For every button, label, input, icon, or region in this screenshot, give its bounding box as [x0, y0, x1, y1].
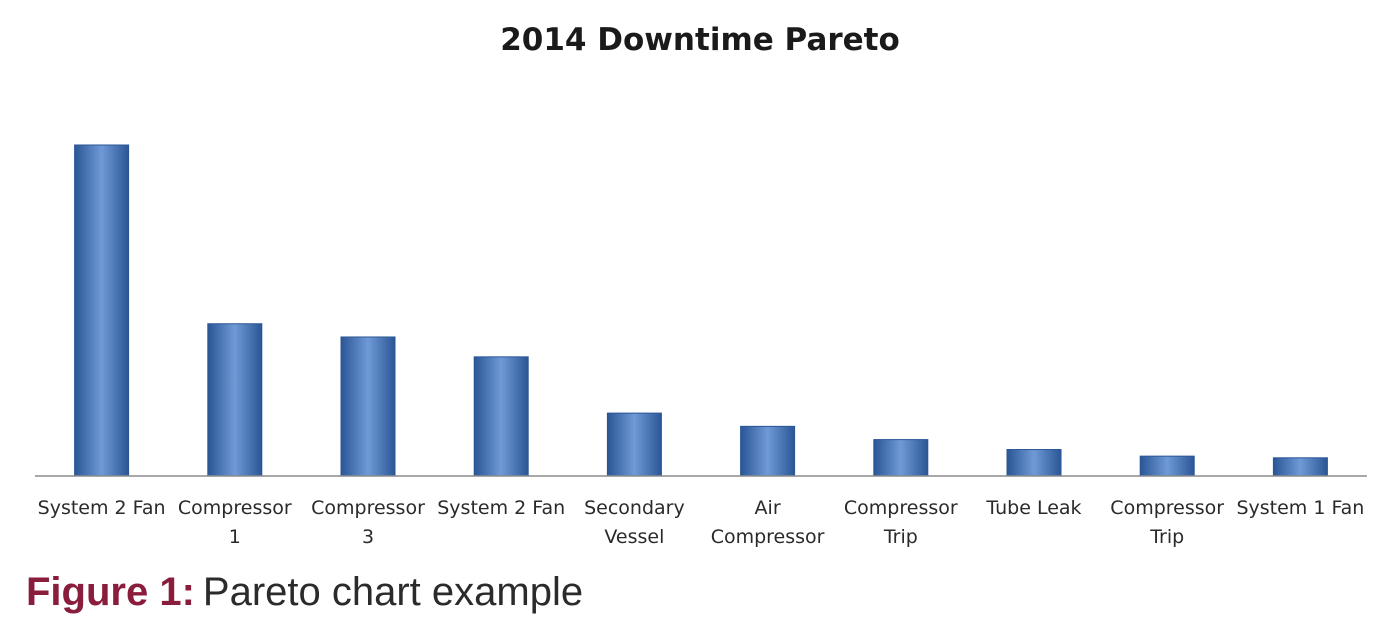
- x-tick-label-2-line-1: Compressor: [178, 497, 292, 519]
- chart-title: 2014 Downtime Pareto: [500, 22, 900, 58]
- figure-caption: Figure 1: Pareto chart example: [26, 566, 583, 618]
- x-tick-label-7-line-1: Compressor: [844, 497, 958, 519]
- caption-text: Pareto chart example: [202, 570, 584, 614]
- x-tick-label-9-line-2: Trip: [1149, 526, 1184, 548]
- bar-1: [74, 144, 130, 477]
- x-tick-label-5-line-1: Secondary: [584, 497, 685, 519]
- bar-4: [473, 356, 529, 477]
- x-tick-label-2-line-2: 1: [229, 526, 241, 548]
- x-tick-label-6-line-1: Air: [755, 497, 781, 519]
- bar-7: [873, 439, 929, 477]
- bar-8: [1006, 449, 1062, 477]
- x-tick-label-5-line-2: Vessel: [604, 526, 664, 548]
- pareto-chart: 2014 Downtime Pareto System 2 Fan Compres…: [35, 22, 1367, 548]
- x-tick-label-6-line-2: Compressor: [711, 526, 825, 548]
- x-tick-label-8: Tube Leak: [985, 497, 1081, 519]
- bar-10: [1272, 457, 1328, 477]
- bar-9: [1139, 455, 1195, 477]
- x-tick-labels: System 2 Fan Compressor 1 Compressor 3 System…: [38, 497, 1365, 548]
- x-tick-label-7-line-2: Trip: [883, 526, 918, 548]
- bars-group: [74, 144, 1328, 477]
- bar-2: [207, 323, 263, 477]
- bar-5: [606, 412, 662, 477]
- bar-6: [740, 425, 796, 477]
- bar-3: [340, 336, 396, 477]
- x-tick-label-9-line-1: Compressor: [1110, 497, 1224, 519]
- x-tick-label-1: System 2 Fan: [38, 497, 166, 519]
- x-tick-label-3-line-2: 3: [362, 526, 374, 548]
- caption-label: Figure 1:: [26, 570, 195, 614]
- x-tick-label-3-line-1: Compressor: [311, 497, 425, 519]
- x-tick-label-10: System 1 Fan: [1236, 497, 1364, 519]
- x-tick-label-4: System 2 Fan: [437, 497, 565, 519]
